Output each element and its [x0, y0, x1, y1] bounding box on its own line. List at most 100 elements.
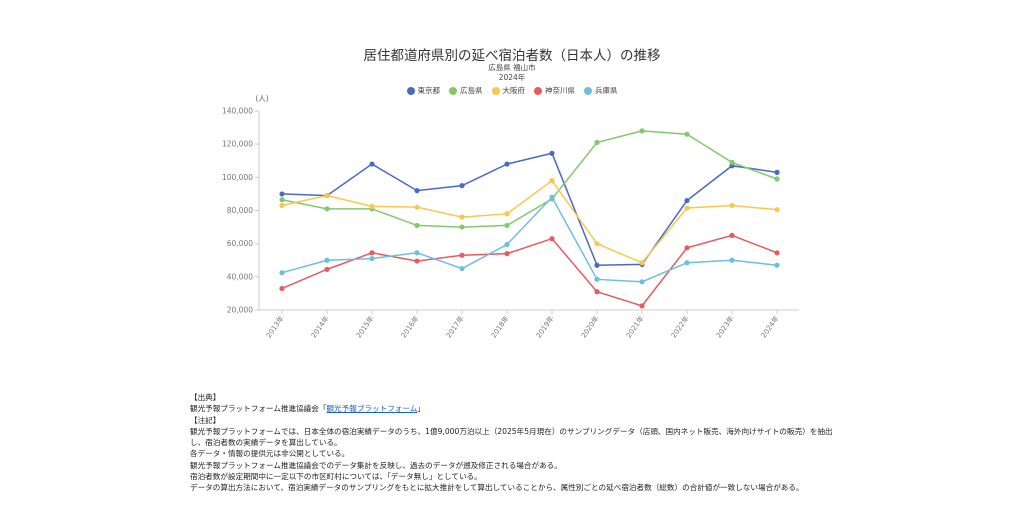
- legend-dot-icon: [534, 86, 542, 95]
- data-point: [279, 202, 285, 209]
- x-tick-label: 2013年: [264, 314, 286, 340]
- chart-region: 広島県 福山市: [488, 63, 536, 72]
- data-point: [729, 232, 735, 238]
- legend-label: 広島県: [460, 86, 483, 95]
- data-point: [414, 188, 420, 194]
- source-close: 」: [417, 404, 425, 414]
- x-tick-label: 2024年: [759, 314, 781, 340]
- x-tick-label: 2014年: [309, 314, 331, 340]
- data-point: [549, 150, 555, 156]
- data-point: [774, 262, 780, 268]
- x-tick-label: 2022年: [669, 314, 691, 340]
- data-point: [504, 222, 510, 229]
- line-chart: (人) 20,000 40,000 60,000 80,000 100,000 120,0…: [222, 94, 799, 340]
- data-point: [729, 257, 735, 263]
- data-point: [324, 206, 330, 212]
- data-point: [729, 159, 735, 166]
- data-point: [324, 257, 330, 263]
- y-axis-label: (人): [255, 94, 268, 103]
- data-point: [324, 266, 330, 272]
- legend-item[interactable]: 兵庫県: [584, 85, 618, 96]
- data-point: [594, 139, 600, 146]
- data-point: [549, 236, 555, 242]
- legend-dot-icon: [406, 86, 415, 95]
- data-point: [684, 245, 690, 251]
- data-point: [639, 260, 645, 266]
- y-tick-label: 100,000: [222, 173, 253, 182]
- note-line: データの算出方法において、宿泊実績データのサンプリングをもとに拡大推計をして算出…: [190, 483, 804, 493]
- data-point: [369, 203, 375, 209]
- series-line: [281, 179, 778, 264]
- legend-item[interactable]: 東京都: [406, 85, 441, 96]
- legend: 東京都 広島県 大阪府 神奈川県 兵庫県: [0, 85, 1024, 96]
- data-point: [729, 202, 735, 209]
- data-point: [504, 251, 510, 257]
- x-tick-label: 2020年: [579, 314, 601, 340]
- chart-title: 居住都道府県別の延べ宿泊者数（日本人）の推移: [363, 48, 661, 64]
- series-line: [281, 195, 778, 283]
- data-point: [774, 176, 780, 182]
- y-tick-label: 120,000: [222, 140, 253, 149]
- legend-label: 兵庫県: [595, 86, 618, 95]
- data-point: [414, 204, 420, 210]
- data-point: [369, 161, 375, 167]
- data-point: [684, 260, 690, 266]
- data-point: [459, 252, 465, 258]
- y-tick-label: 40,000: [227, 272, 253, 281]
- x-tick-label: 2018年: [489, 314, 511, 340]
- y-tick-label: 20,000: [227, 306, 253, 315]
- data-point: [279, 270, 285, 276]
- data-point: [594, 276, 600, 282]
- note-line: 宿泊者数が設定期間中に一定以下の市区町村については、「データ無し」としている。: [190, 472, 482, 482]
- source-link[interactable]: 観光予報プラットフォーム: [326, 404, 418, 414]
- legend-dot-icon: [491, 86, 500, 95]
- data-point: [279, 285, 285, 292]
- data-point: [594, 289, 600, 295]
- y-tick-label: 80,000: [227, 206, 253, 215]
- source-org: 観光予報プラットフォーム推進協議会「: [190, 404, 327, 414]
- data-point: [504, 241, 510, 248]
- data-point: [639, 303, 645, 309]
- data-point: [369, 255, 375, 262]
- x-tick-label: 2021年: [624, 314, 646, 340]
- legend-dot-icon: [449, 86, 457, 95]
- data-point: [324, 192, 330, 199]
- note-line: 観光予報プラットフォーム推進協議会でのデータ集計を反映し、過去のデータが遡及修正…: [190, 460, 562, 470]
- data-point: [594, 241, 600, 247]
- data-point: [549, 194, 555, 200]
- data-point: [414, 250, 420, 256]
- x-tick-label: 2015年: [354, 314, 376, 340]
- data-point: [279, 191, 285, 197]
- data-point: [549, 178, 555, 184]
- legend-item[interactable]: 大阪府: [491, 85, 525, 96]
- series-line: [281, 234, 778, 307]
- y-tick-label: 140,000: [222, 107, 253, 116]
- data-point: [459, 214, 465, 220]
- series-line: [281, 152, 778, 266]
- notes-section: 【出典】 観光予報プラットフォーム推進協議会「観光予報プラットフォーム」 【注記…: [190, 392, 840, 494]
- data-point: [594, 262, 600, 268]
- y-tick-label: 60,000: [227, 239, 253, 248]
- x-tick-label: 2016年: [399, 314, 421, 340]
- legend-item[interactable]: 広島県: [449, 85, 483, 96]
- legend-item[interactable]: 神奈川県: [534, 85, 575, 96]
- notes-heading: 【注記】: [190, 415, 221, 425]
- data-point: [279, 197, 285, 203]
- data-point: [684, 197, 690, 204]
- x-tick-label: 2023年: [714, 314, 736, 340]
- chart-year: 2024年: [498, 73, 526, 82]
- x-tick-label: 2019年: [534, 314, 556, 340]
- legend-label: 神奈川県: [545, 86, 575, 95]
- source-line: 観光予報プラットフォーム推進協議会「観光予報プラットフォーム」: [190, 403, 840, 414]
- source-heading: 【出典】: [190, 393, 221, 402]
- data-point: [414, 258, 420, 264]
- data-point: [369, 250, 375, 256]
- data-point: [639, 279, 645, 285]
- legend-label: 東京都: [417, 86, 441, 95]
- legend-dot-icon: [584, 86, 592, 95]
- x-tick-label: 2017年: [444, 314, 466, 340]
- data-point: [459, 265, 465, 272]
- data-point: [639, 128, 645, 134]
- data-point: [774, 207, 780, 213]
- data-point: [459, 183, 465, 189]
